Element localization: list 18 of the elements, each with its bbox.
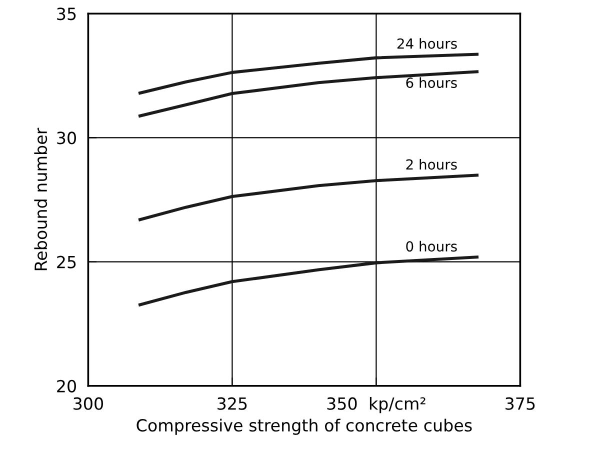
y-tick-label: 30 — [57, 132, 76, 144]
series-label: 24 hours — [397, 38, 457, 49]
y-tick-label: 20 — [57, 380, 76, 392]
line-series — [138, 52, 479, 95]
line-series — [138, 174, 479, 222]
x-tick-label: 325 — [218, 397, 247, 410]
x-tick-label: 300 — [74, 397, 103, 410]
y-tick-label: 35 — [57, 8, 76, 20]
series-label: 6 hours — [406, 77, 457, 88]
y-tick-label: 25 — [57, 256, 76, 268]
series-label: 0 hours — [406, 240, 457, 252]
x-axis-title: Compressive strength of concrete cubes — [136, 418, 472, 435]
line-series — [138, 256, 479, 306]
x-tick-label: 375 — [506, 397, 535, 410]
x-tick-label: 350 kp/cm² — [327, 397, 426, 414]
line-series — [138, 70, 479, 118]
y-axis-title: Rebound number — [34, 128, 48, 270]
series-label: 2 hours — [406, 158, 457, 170]
